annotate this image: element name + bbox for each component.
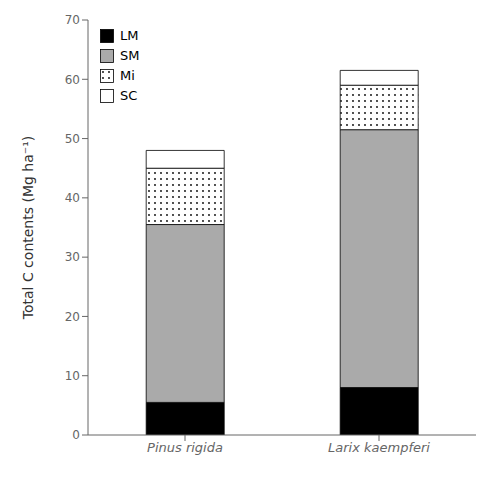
- html-text:LM: LM: [120, 28, 139, 43]
- svg-text:70: 70: [65, 13, 80, 27]
- svg-text:Pinus rigida: Pinus rigida: [147, 440, 223, 455]
- svg-text:Total C contents (Mg ha⁻¹): Total C contents (Mg ha⁻¹): [20, 136, 36, 321]
- svg-text:60: 60: [65, 73, 80, 87]
- svg-text:30: 30: [65, 250, 80, 264]
- svg-text:20: 20: [65, 310, 80, 324]
- svg-text:10: 10: [65, 369, 80, 383]
- svg-text:0: 0: [72, 428, 80, 442]
- svg-text:Larix kaempferi: Larix kaempferi: [328, 440, 430, 455]
- svg-text:50: 50: [65, 132, 80, 146]
- html-text:SC: SC: [120, 88, 138, 103]
- svg-text:40: 40: [65, 191, 80, 205]
- html-text:SM: SM: [120, 48, 140, 63]
- html-text:Mi: Mi: [120, 68, 135, 83]
